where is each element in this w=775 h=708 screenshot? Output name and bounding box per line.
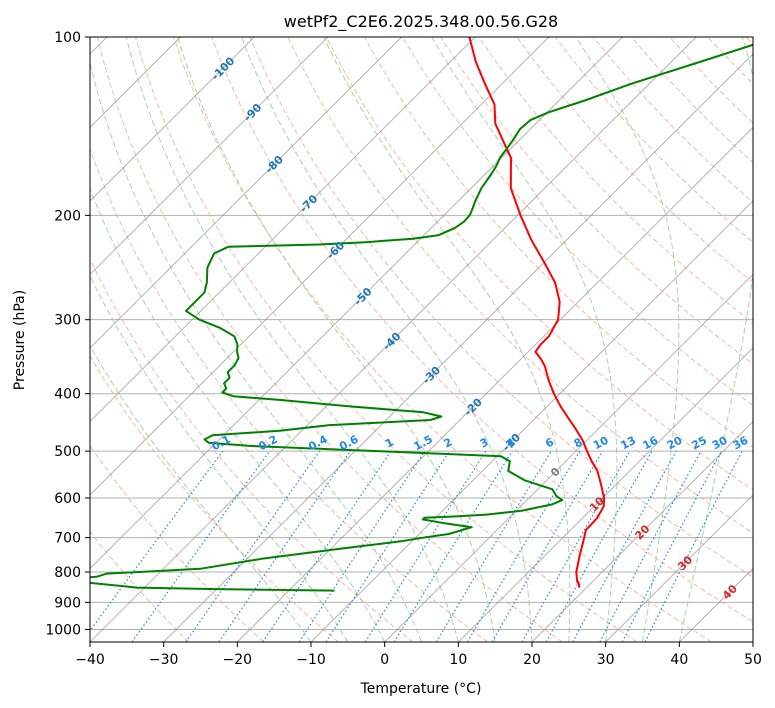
- y-tick-label: 200: [54, 208, 81, 224]
- dry-adiabat-line: [440, 37, 753, 365]
- mixing-ratio-line: [185, 450, 321, 642]
- moist-adiabat-line: [241, 37, 533, 642]
- isotherm-line: [384, 273, 753, 642]
- mixing-ratio-line: [364, 450, 487, 642]
- x-tick-label: 0: [380, 652, 389, 668]
- isotherm-line: [90, 37, 550, 496]
- moist-adiabat-line: [90, 274, 349, 642]
- moist-adiabat-line: [90, 344, 312, 642]
- isotherm-line: [90, 37, 476, 423]
- mixing-ratio-line: [393, 450, 513, 642]
- y-tick-label: 100: [54, 30, 81, 46]
- dewpoint-line: [90, 43, 753, 592]
- x-tick-label: −20: [223, 652, 253, 668]
- dry-adiabat-line: [325, 37, 753, 491]
- moist-adiabat-line: [575, 37, 680, 642]
- x-tick-label: 40: [670, 652, 688, 668]
- mixing-ratio-line: [545, 450, 653, 642]
- isotherm-line: [457, 347, 753, 642]
- isotherm-line: [90, 37, 697, 642]
- moist-adiabat-line: [177, 37, 496, 642]
- dry-adiabat-line: [96, 37, 563, 642]
- y-tick-label: 800: [54, 565, 81, 581]
- isotherm-line: [531, 420, 753, 642]
- isotherm-line: [310, 200, 753, 642]
- y-tick-label: 500: [54, 444, 81, 460]
- isotherm-line: [90, 37, 329, 276]
- chart-title: wetPf2_C2E6.2025.348.00.56.G28: [284, 12, 558, 32]
- x-tick-label: 10: [449, 652, 467, 668]
- mixing-ratio-line: [298, 450, 426, 642]
- dry-adiabat-line: [173, 37, 712, 642]
- y-tick-label: 700: [54, 531, 81, 547]
- dry-adiabat-line: [211, 37, 753, 623]
- dry-adiabat-line: [516, 37, 753, 284]
- dry-adiabat-line: [90, 530, 190, 642]
- mixing-ratio-label: 10: [591, 433, 611, 452]
- mixing-ratio-label: 36: [731, 434, 751, 453]
- mixing-ratio-line: [325, 450, 451, 642]
- moist-adiabat-line: [125, 37, 459, 642]
- isotherm-line: [163, 53, 753, 642]
- mixing-ratio-label: 13: [618, 434, 638, 453]
- dry-adiabat-line: [90, 355, 339, 642]
- dry-adiabat-line: [402, 37, 753, 406]
- y-tick-label: 600: [54, 491, 81, 507]
- dry-adiabat-line: [90, 147, 488, 642]
- isotherm-line: [236, 126, 753, 642]
- mixing-ratio-label: 16: [641, 434, 661, 453]
- plot-frame: [89, 36, 754, 643]
- mixing-ratio-lines: [90, 450, 743, 642]
- dry-adiabats: [90, 37, 753, 642]
- dry-adiabat-line: [134, 37, 638, 642]
- mixing-ratio-line: [644, 450, 743, 642]
- dry-adiabat-line: [90, 445, 264, 642]
- mixing-ratio-line: [90, 450, 224, 632]
- x-axis: −40 −30 −20 −10 0 10 20 30 40 50: [75, 642, 762, 668]
- isotherm-line: [90, 37, 402, 349]
- x-axis-label: Temperature (°C): [360, 681, 482, 697]
- moist-adiabat-line: [90, 187, 386, 642]
- moist-adiabats: [90, 37, 753, 642]
- moist-adiabat-line: [431, 37, 618, 642]
- mixing-ratio-line: [131, 450, 271, 642]
- y-tick-label: 1000: [45, 622, 81, 638]
- x-tick-label: −10: [296, 652, 326, 668]
- dry-adiabat-line: [249, 37, 753, 578]
- mixing-ratio-line: [218, 450, 351, 642]
- x-tick-label: −40: [75, 652, 105, 668]
- sounding-series: [90, 37, 753, 592]
- x-tick-label: 50: [744, 652, 762, 668]
- temperature-line: [468, 37, 606, 588]
- isotherm-line: [90, 37, 623, 570]
- moist-adiabat-line: [323, 37, 571, 642]
- mixing-ratio-line: [572, 450, 677, 642]
- isotherm-line: [90, 37, 255, 202]
- y-tick-label: 400: [54, 387, 81, 403]
- moist-adiabat-line: [90, 61, 422, 642]
- mixing-ratio-label: 20: [665, 433, 685, 452]
- y-axis-label: Pressure (hPa): [12, 290, 28, 390]
- mixing-ratio-label: 30: [710, 434, 730, 453]
- isotherm-line: [605, 494, 753, 642]
- x-tick-label: −30: [149, 652, 179, 668]
- y-tick-label: 900: [54, 595, 81, 611]
- mixing-ratio-line: [262, 450, 392, 642]
- x-tick-label: 20: [523, 652, 541, 668]
- moist-adiabat-line: [678, 37, 753, 642]
- y-axis: 100 200 300 400 500 600 700 800 900 1000: [45, 30, 90, 638]
- x-tick-label: 30: [597, 652, 615, 668]
- mixing-ratio-label: 25: [689, 434, 709, 453]
- y-tick-label: 300: [54, 313, 81, 329]
- mixing-ratio-line: [521, 450, 631, 642]
- isotherm-gridlines: [90, 37, 753, 642]
